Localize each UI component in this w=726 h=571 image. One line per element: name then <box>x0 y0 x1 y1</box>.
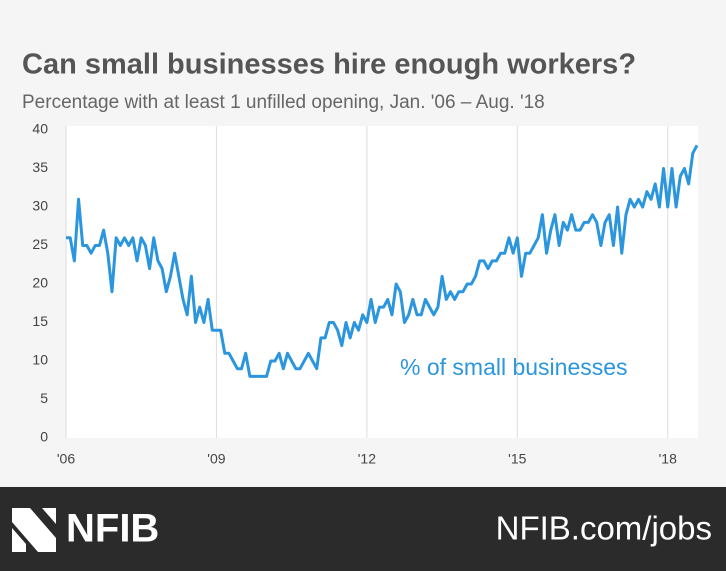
x-tick-label: '09 <box>207 451 225 467</box>
y-tick-label: 0 <box>40 429 48 445</box>
y-tick-label: 5 <box>40 390 48 406</box>
x-tick-label: '15 <box>508 451 526 467</box>
y-tick-label: 25 <box>32 236 48 252</box>
footer-url: NFIB.com/jobs <box>496 510 712 547</box>
y-tick-label: 10 <box>32 352 48 368</box>
logo-icon <box>12 508 56 552</box>
footer-bar <box>0 487 726 571</box>
plot-area <box>66 126 698 438</box>
logo-text: NFIB <box>66 507 159 551</box>
x-tick-label: '12 <box>358 451 376 467</box>
y-tick-label: 40 <box>32 121 48 137</box>
y-tick-label: 15 <box>32 313 48 329</box>
x-tick-label: '06 <box>57 451 75 467</box>
annotation: % of small businesses <box>400 354 628 380</box>
chart-title: Can small businesses hire enough workers… <box>22 49 636 81</box>
y-tick-label: 30 <box>32 198 48 214</box>
line-series <box>66 144 699 378</box>
y-tick-label: 20 <box>32 275 48 291</box>
y-tick-label: 35 <box>32 159 48 175</box>
chart-subtitle: Percentage with at least 1 unfilled open… <box>22 92 545 113</box>
x-tick-label: '18 <box>659 451 677 467</box>
